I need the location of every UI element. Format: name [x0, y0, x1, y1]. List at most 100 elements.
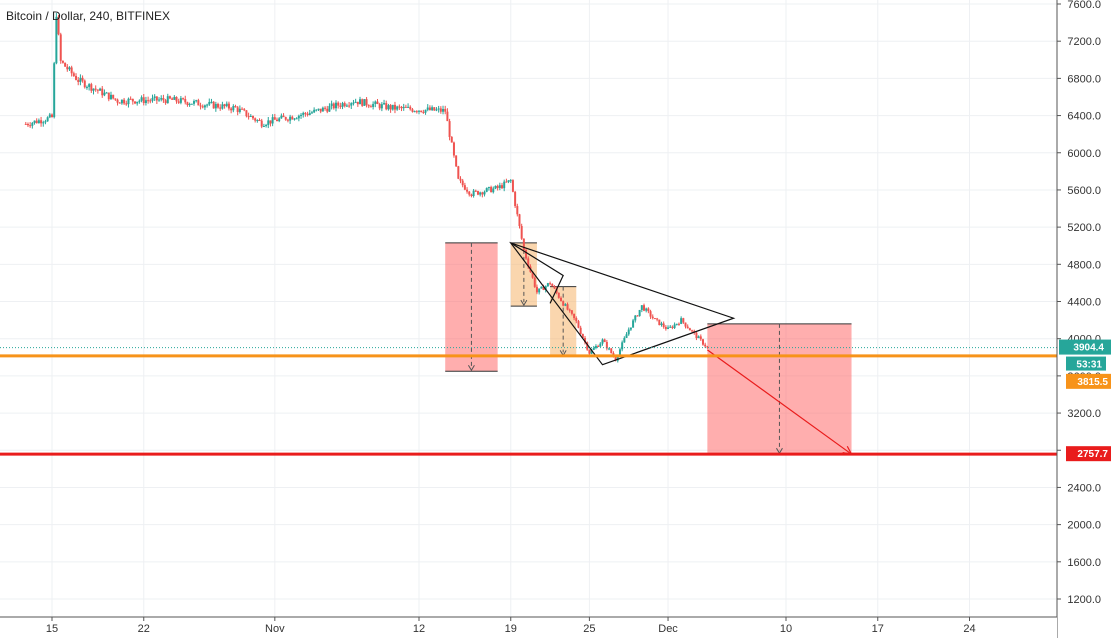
candle-body: [269, 120, 272, 124]
candle-body: [658, 319, 661, 326]
candle-body: [621, 342, 624, 350]
chart-title: Bitcoin / Dollar, 240, BITFINEX: [6, 9, 170, 23]
candle-body: [256, 120, 259, 122]
candle-body: [151, 97, 154, 101]
candle-body: [608, 348, 611, 350]
price-tick-label: 4400.0: [1067, 297, 1101, 309]
candle-body: [289, 116, 292, 121]
candle-body: [618, 349, 621, 357]
candle-body: [99, 88, 102, 91]
candle-body: [540, 286, 543, 289]
candle-body: [466, 189, 469, 192]
candle-body: [297, 115, 300, 119]
candle-body: [544, 286, 547, 291]
candle-body: [227, 103, 230, 109]
candle-body: [393, 104, 396, 110]
time-axis-panel[interactable]: [0, 617, 1057, 638]
time-tick-label: 24: [963, 623, 975, 635]
price-axis-panel[interactable]: [1057, 0, 1113, 638]
candle-body: [361, 99, 364, 106]
candle-body: [35, 120, 38, 124]
price-tick-label: 6400.0: [1067, 111, 1101, 123]
candle-body: [367, 105, 370, 107]
candle-body: [162, 98, 165, 101]
candle-body: [413, 111, 416, 113]
candle-body: [409, 106, 412, 110]
candle-body: [592, 347, 595, 350]
candle-body: [40, 120, 43, 124]
candle-body: [72, 73, 75, 76]
candle-body: [171, 98, 174, 100]
candle-body: [680, 318, 683, 324]
candle-body: [352, 102, 355, 104]
candle-body: [538, 288, 541, 293]
candle-body: [136, 101, 139, 104]
candle-body: [559, 297, 562, 302]
candle-body: [573, 313, 576, 319]
last-price-tag: [1059, 339, 1111, 355]
candle-body: [280, 115, 283, 119]
candle-body: [551, 283, 554, 287]
candle-body: [575, 318, 578, 322]
candle-body: [112, 94, 115, 99]
candle-body: [59, 34, 62, 61]
candle-body: [302, 112, 305, 115]
price-tick-label: 5600.0: [1067, 185, 1101, 197]
candle-body: [262, 126, 265, 128]
candlesticks: [24, 12, 709, 363]
price-tick-label: 3200.0: [1067, 408, 1101, 420]
candle-body: [284, 117, 287, 120]
candle-body: [383, 103, 386, 105]
candle-body: [498, 185, 501, 189]
candle-body: [85, 86, 88, 88]
last-price-tag-label: 3904.4: [1073, 343, 1104, 354]
time-tick-label: 12: [413, 623, 425, 635]
candle-body: [175, 96, 178, 102]
drawing-boxes[interactable]: [445, 242, 852, 455]
candle-body: [317, 108, 320, 110]
candle-body: [407, 106, 410, 108]
candle-body: [590, 349, 593, 354]
candle-body: [522, 238, 525, 250]
candle-body: [396, 106, 399, 110]
candle-body: [584, 337, 587, 343]
candle-body: [632, 320, 635, 328]
candle-body: [387, 105, 390, 110]
candle-body: [203, 105, 206, 108]
candle-body: [258, 120, 261, 122]
candle-body: [579, 327, 582, 334]
candle-body: [433, 107, 436, 111]
candle-body: [450, 136, 453, 143]
candle-body: [570, 310, 573, 314]
candle-body: [265, 124, 268, 127]
candle-body: [192, 101, 195, 104]
candle-body: [273, 117, 276, 120]
candle-body: [330, 103, 333, 107]
candle-body: [492, 188, 495, 193]
candle-body: [402, 106, 405, 109]
candle-body: [267, 120, 270, 125]
candle-body: [549, 283, 552, 285]
candle-body: [424, 109, 427, 113]
candle-body: [276, 119, 279, 122]
candle-body: [701, 339, 704, 345]
support-tag: [1066, 373, 1111, 389]
candle-body: [697, 336, 700, 339]
candle-body: [643, 305, 646, 311]
candle-body: [42, 122, 45, 124]
candle-body: [568, 309, 571, 311]
candle-body: [435, 109, 438, 111]
candle-body: [505, 181, 508, 183]
candle-body: [212, 101, 215, 109]
candle-body: [55, 16, 58, 64]
candle-body: [645, 308, 648, 311]
countdown-tag-label: 53:31: [1076, 360, 1102, 371]
time-tick-label: 19: [505, 623, 517, 635]
candle-body: [675, 323, 678, 325]
candle-body: [46, 117, 49, 122]
candle-body: [365, 99, 368, 106]
candle-body: [195, 100, 198, 102]
price-tick-label: 5200.0: [1067, 222, 1101, 234]
candle-body: [236, 107, 239, 112]
